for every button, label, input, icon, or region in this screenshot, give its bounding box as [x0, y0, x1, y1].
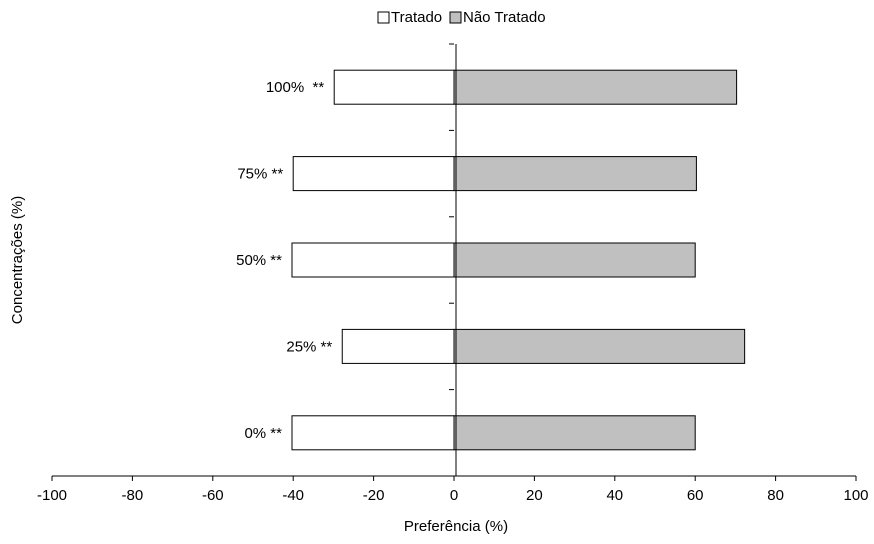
bar-tratado [341, 328, 455, 364]
x-ticks: -100 -80 -60 -40 -20 0 20 40 60 80 100 [37, 476, 869, 504]
bar-nao-tratado [453, 415, 696, 451]
category-label: 25% ** [286, 338, 332, 355]
x-tick-label: -100 [37, 487, 67, 504]
bar-nao-tratado [453, 156, 697, 192]
x-tick-label: 40 [606, 487, 623, 504]
category-labels: 0% ** 25% ** 50% ** 75% ** 100% ** [236, 79, 332, 442]
bar-nao-tratado [453, 242, 696, 278]
legend-swatch-tratado [377, 11, 390, 24]
bar-tratado [292, 156, 455, 192]
bar-tratado [291, 242, 455, 278]
x-tick-label: 0 [450, 487, 458, 504]
x-tick-label: 80 [767, 487, 784, 504]
y-axis-label: Concentrações (%) [9, 196, 26, 324]
x-tick-label: -20 [363, 487, 385, 504]
x-tick-label: 60 [687, 487, 704, 504]
legend-label-tratado: Tratado [391, 9, 442, 26]
bar-tratado [333, 69, 455, 105]
legend-label-nao-tratado: Não Tratado [463, 9, 546, 26]
x-tick-label: -80 [122, 487, 144, 504]
x-tick-label: -40 [282, 487, 304, 504]
category-label: 50% ** [236, 252, 282, 269]
bars-layer [291, 69, 746, 451]
x-tick-label: 20 [526, 487, 543, 504]
x-tick-label: -60 [202, 487, 224, 504]
bar-nao-tratado [453, 328, 746, 364]
category-label: 0% ** [244, 425, 282, 442]
category-label: 100% ** [266, 79, 325, 96]
legend-swatch-nao-tratado [449, 11, 462, 24]
category-label: 75% ** [237, 166, 283, 183]
x-tick-label: 100 [843, 487, 868, 504]
bar-nao-tratado [453, 69, 738, 105]
bar-tratado [291, 415, 455, 451]
legend: Tratado Não Tratado [377, 9, 546, 26]
x-axis-label: Preferência (%) [404, 518, 508, 535]
